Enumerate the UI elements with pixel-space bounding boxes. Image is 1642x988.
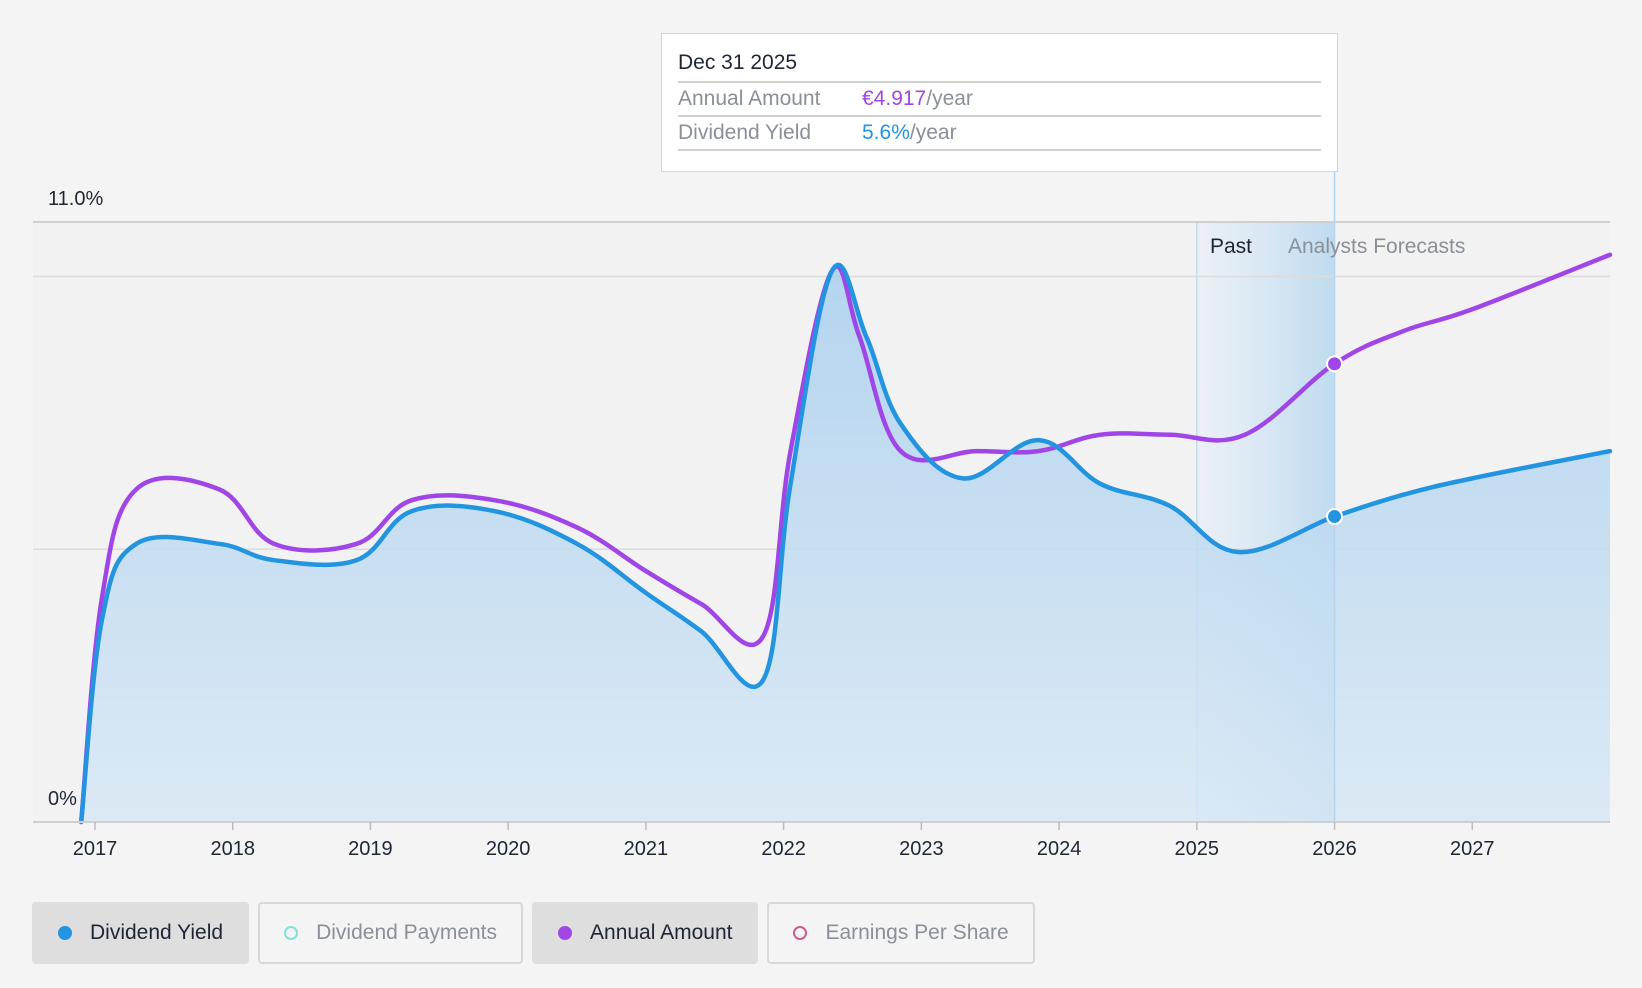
tooltip-date: Dec 31 2025	[678, 48, 1321, 83]
filled-circle-icon	[58, 926, 72, 940]
dividend-yield-line	[78, 262, 1613, 825]
tooltip-unit: /year	[926, 87, 973, 110]
legend-annual-amount[interactable]: Annual Amount	[532, 902, 759, 964]
tooltip-label: Annual Amount	[678, 87, 821, 110]
tooltip-value: 5.6%	[862, 121, 910, 144]
past-label: Past	[1210, 235, 1252, 258]
tooltip-unit: /year	[909, 121, 957, 144]
x-tick-label: 2027	[1450, 838, 1495, 860]
legend-dividend-payments[interactable]: Dividend Payments	[258, 902, 524, 964]
x-tick-label: 2019	[348, 838, 393, 860]
annual-amount-marker	[1326, 355, 1344, 373]
y-tick-label-top: 11.0%	[48, 188, 103, 210]
x-tick-label: 2020	[486, 838, 531, 860]
x-tick-label: 2018	[210, 838, 255, 860]
legend-label: Dividend Yield	[90, 921, 224, 944]
tooltip-row-annual-amount: Annual Amount €4.917 /year	[678, 83, 1321, 117]
filled-circle-icon	[558, 926, 573, 940]
y-tick-label-bottom: 0%	[48, 788, 77, 810]
annual-amount-line	[78, 252, 1613, 825]
legend-earnings-per-share[interactable]: Earnings Per Share	[767, 902, 1035, 964]
hollow-circle-icon	[284, 926, 299, 940]
x-tick-label: 2021	[624, 838, 669, 860]
hollow-circle-icon	[793, 926, 808, 940]
tooltip-value: €4.917	[862, 87, 927, 110]
x-tick-label: 2022	[761, 838, 806, 860]
x-tick-label: 2017	[73, 838, 118, 860]
x-tick-label: 2026	[1312, 838, 1357, 860]
tooltip: Dec 31 2025 Annual Amount €4.917 /year D…	[661, 33, 1338, 172]
x-tick-label: 2023	[899, 838, 944, 860]
dividend-yield-area	[81, 264, 1611, 822]
tooltip-label: Dividend Yield	[678, 121, 812, 144]
x-tick-label: 2024	[1037, 838, 1082, 860]
legend: Dividend Yield Dividend Payments Annual …	[32, 902, 1035, 964]
legend-dividend-yield[interactable]: Dividend Yield	[32, 902, 250, 964]
tooltip-row-dividend-yield: Dividend Yield 5.6% /year	[678, 117, 1321, 151]
dividend-yield-marker	[1326, 508, 1344, 526]
forecast-label: Analysts Forecasts	[1288, 235, 1465, 258]
legend-label: Dividend Payments	[316, 921, 498, 944]
x-tick-label: 2025	[1175, 838, 1220, 860]
legend-label: Annual Amount	[590, 921, 733, 944]
legend-label: Earnings Per Share	[825, 921, 1009, 944]
